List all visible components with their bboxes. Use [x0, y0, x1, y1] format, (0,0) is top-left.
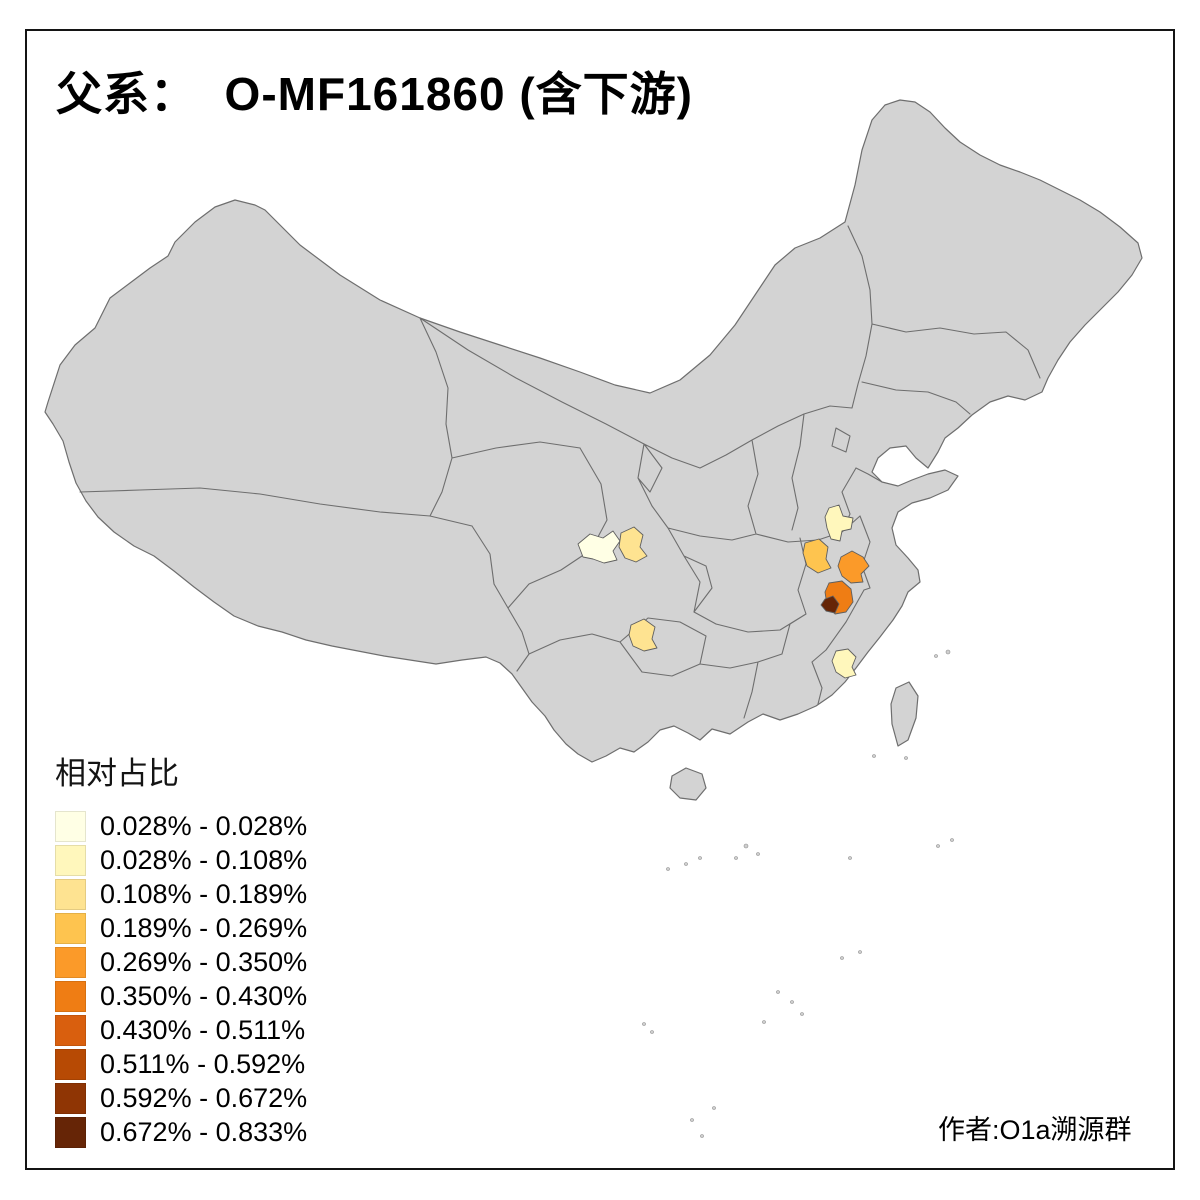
legend-row: 0.028% - 0.108% — [55, 843, 307, 877]
islet — [743, 843, 749, 849]
legend-swatch — [55, 1082, 86, 1114]
islet — [698, 856, 702, 860]
legend: 相对占比 0.028% - 0.028% 0.028% - 0.108% 0.1… — [55, 748, 307, 1149]
islet — [950, 838, 954, 842]
islet — [858, 950, 862, 954]
legend-swatch — [55, 810, 86, 842]
islet — [934, 654, 938, 658]
legend-label: 0.108% - 0.189% — [100, 878, 308, 909]
legend-row: 0.108% - 0.189% — [55, 877, 307, 911]
islet — [642, 1022, 646, 1026]
legend-row: 0.189% - 0.269% — [55, 911, 307, 945]
legend-swatch — [55, 946, 86, 978]
legend-label: 0.592% - 0.672% — [100, 1082, 308, 1113]
highlight-region-1 — [577, 530, 621, 564]
highlight-region-8 — [820, 595, 840, 614]
highlighted-prefectures — [577, 504, 870, 679]
highlight-region-5 — [802, 538, 832, 574]
legend-row: 0.269% - 0.350% — [55, 945, 307, 979]
legend-swatch — [55, 878, 86, 910]
highlight-region-2 — [618, 526, 648, 563]
legend-swatch — [55, 844, 86, 876]
taiwan-island — [890, 681, 919, 747]
islet — [700, 1134, 704, 1138]
legend-label: 0.430% - 0.511% — [100, 1014, 306, 1045]
islet — [904, 756, 908, 760]
islet — [790, 1000, 794, 1004]
legend-label: 0.269% - 0.350% — [100, 946, 308, 977]
islet — [756, 852, 760, 856]
highlight-region-3 — [628, 618, 658, 652]
islet — [690, 1118, 694, 1122]
islet — [840, 956, 844, 960]
legend-label: 0.028% - 0.028% — [100, 810, 308, 841]
islet — [666, 867, 670, 871]
author-credit: 作者:O1a溯源群 — [938, 1115, 1132, 1145]
legend-row: 0.672% - 0.833% — [55, 1115, 307, 1149]
legend-row: 0.028% - 0.028% — [55, 809, 307, 843]
islet — [650, 1030, 654, 1034]
legend-title: 相对占比 — [55, 756, 179, 791]
hainan-island — [669, 767, 707, 801]
islet — [848, 856, 852, 860]
legend-swatch — [55, 912, 86, 944]
legend-row: 0.430% - 0.511% — [55, 1013, 307, 1047]
islet — [800, 1012, 804, 1016]
legend-swatch — [55, 1048, 86, 1080]
plot-title: 父系： O-MF161860 (含下游) — [56, 68, 693, 120]
islet — [945, 649, 951, 655]
legend-row: 0.350% - 0.430% — [55, 979, 307, 1013]
islet — [684, 862, 688, 866]
highlight-region-9 — [831, 648, 857, 679]
legend-label: 0.511% - 0.592% — [100, 1048, 306, 1079]
legend-label: 0.350% - 0.430% — [100, 980, 308, 1011]
legend-swatch — [55, 1014, 86, 1046]
province-borders — [79, 225, 1041, 719]
islet — [872, 754, 876, 758]
legend-label: 0.028% - 0.108% — [100, 844, 308, 875]
legend-label: 0.189% - 0.269% — [100, 912, 308, 943]
sea-islands — [642, 649, 954, 1138]
legend-swatch — [55, 1116, 86, 1148]
highlight-region-4 — [824, 504, 854, 542]
china-landmass — [44, 99, 1143, 763]
legend-swatch — [55, 980, 86, 1012]
islet — [776, 990, 780, 994]
legend-row: 0.592% - 0.672% — [55, 1081, 307, 1115]
islet — [712, 1106, 716, 1110]
islet — [734, 856, 738, 860]
highlight-region-6 — [837, 550, 870, 584]
legend-label: 0.672% - 0.833% — [100, 1116, 308, 1147]
legend-row: 0.511% - 0.592% — [55, 1047, 307, 1081]
islet — [936, 844, 940, 848]
islet — [762, 1020, 766, 1024]
